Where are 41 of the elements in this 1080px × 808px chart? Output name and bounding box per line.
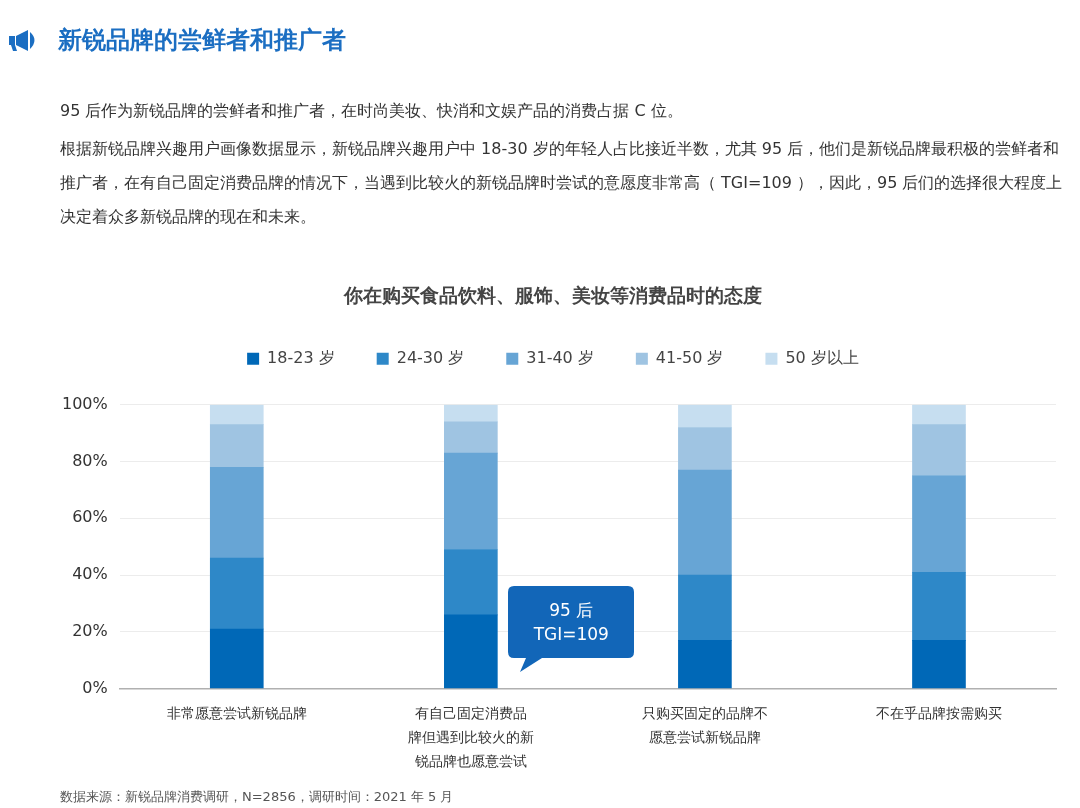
legend-label: 31-40 岁	[526, 347, 594, 367]
bar	[444, 452, 498, 550]
x-tick-label: 只购买固定的品牌不愿意尝试新锐品牌	[641, 705, 768, 745]
y-tick-label: 20%	[72, 621, 108, 640]
bar	[209, 424, 264, 468]
source-note: 数据来源：新锐品牌消费调研，N=2856，调研时间：2021 年 5 月	[60, 788, 454, 806]
legend-label: 41-50 岁	[655, 347, 724, 367]
chart-title: 新锐品牌的尝鲜者和推广者	[58, 25, 346, 56]
y-tick-label: 40%	[72, 564, 108, 584]
bar	[678, 427, 732, 471]
y-tick-label: 80%	[72, 450, 108, 470]
bar	[444, 549, 498, 616]
chart-subtitle: 你在购买食品饮料、服饰、美妆等消费品时的态度	[343, 284, 762, 307]
bar	[912, 640, 966, 689]
bar	[912, 404, 966, 425]
legend-label: 50 岁以上	[785, 347, 859, 367]
bar	[678, 404, 732, 428]
annotation: 95 后 TGI=109	[532, 599, 610, 647]
bar	[209, 404, 264, 425]
bar	[678, 574, 732, 641]
bar	[444, 404, 498, 423]
x-tick-label: 非常愿意尝试新锐品牌	[166, 705, 307, 722]
legend-label: 24-30 岁	[396, 347, 465, 367]
y-tick-label: 0%	[82, 677, 108, 697]
bar	[678, 640, 732, 689]
legend-label: 18-23 岁	[267, 347, 335, 367]
bar	[912, 475, 966, 573]
text: 根据新锐品牌兴趣用户画像数据显示，新锐品牌兴趣用户中 18-30 岁的年轻人占比接近半数，尤其 95 后，他们是新锐品牌最积极的尝鲜者和推广者，在有自己固定消费品牌的情况下，当遇到比较火的新锐品牌时尝试的意愿度非常高（ TGI=109 ），因此，95 后们的选择很大程度上决定着众多新锐品牌的现在和未来。	[60, 138, 1064, 228]
y-tick-label: 100%	[61, 393, 108, 413]
x-tick-label: 有自己固定消费品牌但遇到比较火的新锐品牌也愿意尝试	[407, 705, 534, 769]
bar	[678, 469, 732, 576]
text: 95 后作为新锐品牌的尝鲜者和推广者，在时尚美妆、快消和文娱产品的消费占据 C 位。	[60, 100, 684, 122]
bar	[912, 424, 966, 477]
bar	[444, 614, 498, 689]
x-tick-label: 不在乎品牌按需购买	[875, 705, 1002, 722]
y-tick-label: 60%	[72, 507, 108, 527]
bar	[209, 466, 264, 559]
bar	[444, 421, 498, 454]
bar	[209, 628, 264, 689]
bar	[209, 557, 264, 630]
bar	[912, 571, 966, 641]
